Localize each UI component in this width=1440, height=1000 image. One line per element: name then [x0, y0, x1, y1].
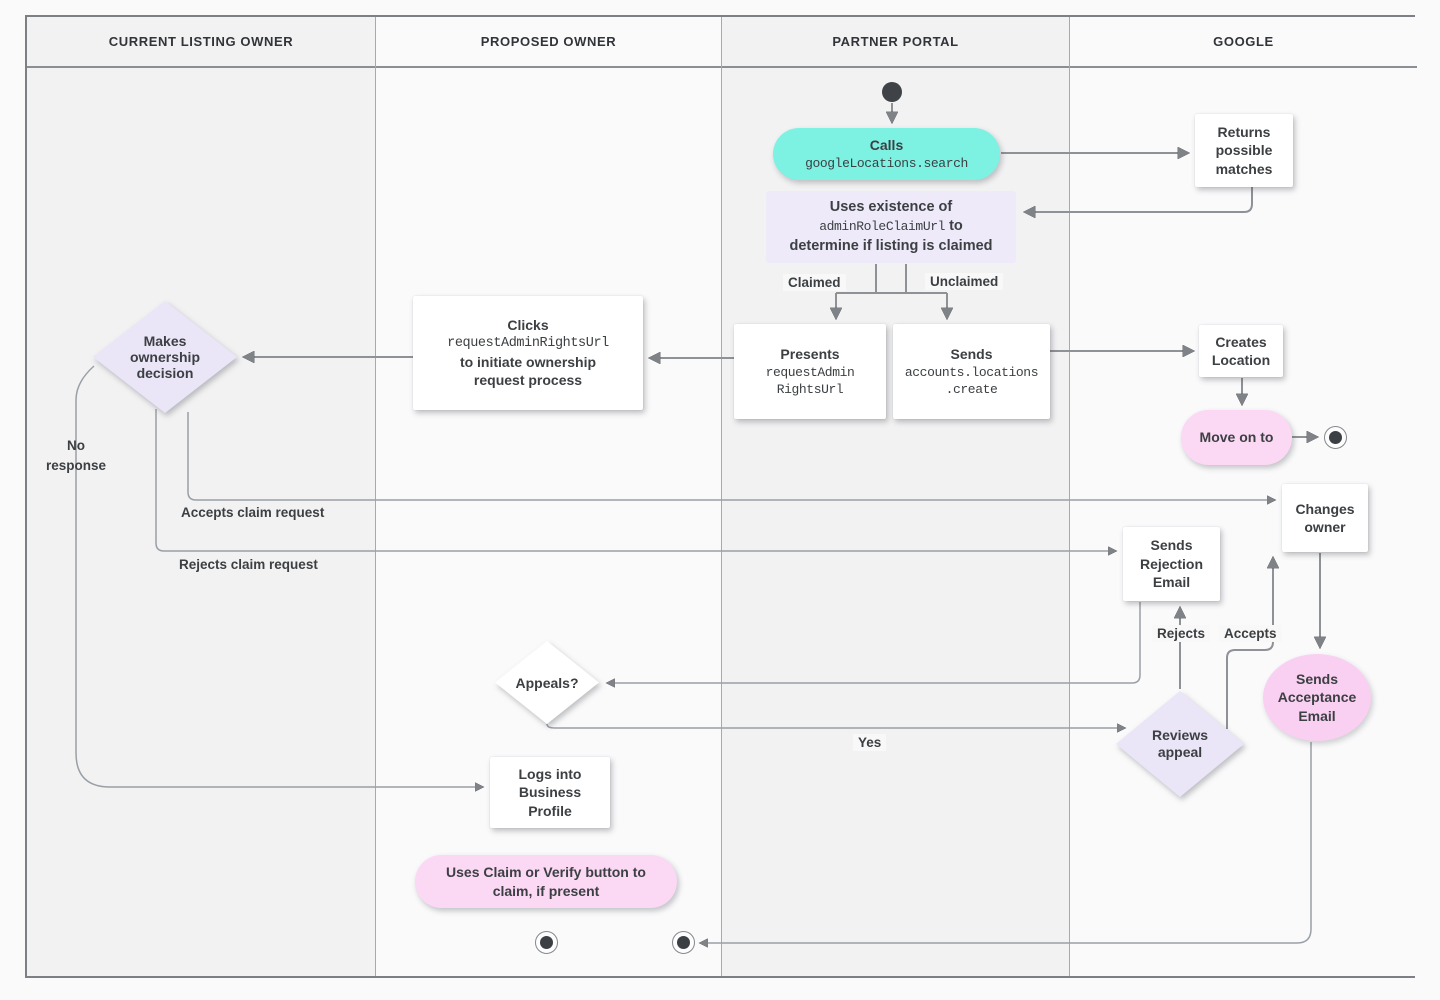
calls-title: Calls [869, 137, 904, 154]
logs-text: Logs into Business Profile [518, 765, 582, 819]
rejection-text: Sends Rejection Email [1139, 537, 1203, 591]
clicks-code: requestAdminRightsUrl [447, 335, 609, 351]
edge-label-accepts-claim-request: Accepts claim request [181, 505, 325, 520]
claim-verify-text: Uses Claim or Verify button to claim, if… [446, 864, 646, 899]
move-on-text: Move on to [1199, 429, 1274, 446]
lane-header-partner-portal: PARTNER PORTAL [722, 17, 1069, 68]
clicks-request-admin-rights-url-node: Clicks requestAdminRightsUrl to initiate… [413, 296, 643, 410]
lane-header-proposed-owner: PROPOSED OWNER [376, 17, 721, 68]
lane-header-google: GOOGLE [1070, 17, 1417, 68]
makes-ownership-shape: Makes ownership decision [93, 301, 237, 413]
reviews-appeal-decision: Reviews appeal [1116, 691, 1244, 797]
lane-current-listing-owner: CURRENT LISTING OWNER [27, 17, 375, 976]
lane-proposed-owner: PROPOSED OWNER [375, 17, 721, 976]
start-node [882, 82, 902, 102]
end-node-acceptance-flow [672, 931, 695, 954]
edge-label-rejects: Rejects [1152, 625, 1211, 642]
appeals-shape: Appeals? [495, 641, 599, 724]
uses-line3: determine if listing is claimed [789, 237, 993, 254]
creates-text: Creates Location [1211, 333, 1271, 368]
decision-text: Makes ownership decision [129, 333, 200, 381]
uses-after-code: to [949, 218, 963, 235]
uses-existence-node: Uses existence of adminRoleClaimUrl to d… [766, 191, 1016, 263]
uses-line2: adminRoleClaimUrl to [819, 217, 963, 236]
creates-location-node: Creates Location [1199, 325, 1283, 377]
sends-create-code-line1: accounts.locations [904, 364, 1039, 380]
sends-accounts-locations-create-node: Sends accounts.locations .create [893, 324, 1050, 419]
sends-acceptance-email-node: Sends Acceptance Email [1263, 654, 1371, 741]
clicks-line4: request process [473, 372, 583, 389]
uses-line1: Uses existence of [829, 199, 953, 216]
clicks-line1: Clicks [507, 317, 549, 334]
edge-label-yes: Yes [853, 734, 887, 751]
calls-google-locations-search-node: Calls googleLocations.search [773, 128, 1000, 180]
changes-owner-node: Changes owner [1282, 484, 1368, 552]
edge-label-accepts: Accepts [1219, 625, 1282, 642]
presents-code-line1: requestAdmin [765, 364, 855, 380]
presents-code-line2: RightsUrl [776, 381, 844, 397]
makes-ownership-decision: Makes ownership decision [93, 301, 237, 413]
logs-into-business-profile-node: Logs into Business Profile [490, 757, 610, 828]
changes-text: Changes owner [1295, 500, 1355, 535]
calls-code: googleLocations.search [805, 155, 968, 171]
appeals-decision: Appeals? [495, 641, 599, 724]
appeals-text: Appeals? [515, 674, 579, 691]
presents-title: Presents [780, 346, 840, 363]
sends-rejection-email-node: Sends Rejection Email [1123, 527, 1220, 601]
end-node-claim-flow [535, 931, 558, 954]
uses-code: adminRoleClaimUrl [819, 219, 946, 235]
presents-request-admin-rights-url-node: Presents requestAdmin RightsUrl [734, 324, 886, 419]
edge-label-claimed: Claimed [783, 274, 846, 291]
acceptance-text: Sends Acceptance Email [1277, 670, 1357, 724]
returns-text: Returns possible matches [1215, 123, 1273, 177]
edge-label-rejects-claim-request: Rejects claim request [179, 557, 318, 572]
edge-label-no-response: No response [45, 438, 107, 474]
sends-create-title: Sends [950, 346, 993, 363]
reviews-appeal-shape: Reviews appeal [1116, 691, 1244, 797]
clicks-line3: to initiate ownership [459, 353, 597, 370]
returns-possible-matches-node: Returns possible matches [1195, 114, 1293, 187]
sends-create-code-line2: .create [945, 381, 998, 397]
move-on-to-node: Move on to [1181, 410, 1292, 465]
claim-or-verify-node: Uses Claim or Verify button to claim, if… [415, 855, 677, 908]
reviews-text: Reviews appeal [1151, 727, 1209, 760]
lane-header-current-listing-owner: CURRENT LISTING OWNER [27, 17, 375, 68]
end-node-create-flow [1324, 426, 1347, 449]
edge-label-unclaimed: Unclaimed [925, 273, 1004, 290]
